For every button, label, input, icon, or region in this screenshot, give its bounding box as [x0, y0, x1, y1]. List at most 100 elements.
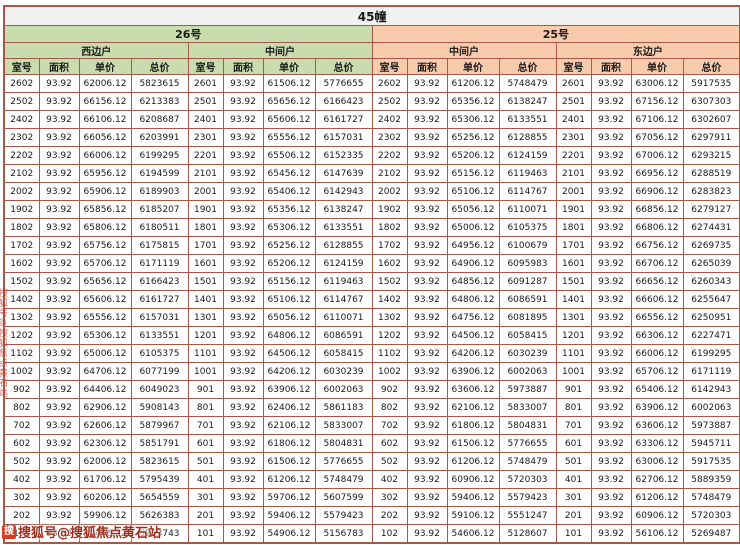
table-cell: 1201 [187, 326, 224, 345]
table-cell: 93.92 [406, 128, 448, 147]
table-row: 102 93.92 55406.12 5203743 101 93.92 54906.12 5… [3, 524, 740, 544]
table-cell: 2101 [187, 164, 224, 183]
table-cell: 65156.12 [446, 164, 500, 183]
table-row: 1402 93.92 65606.12 6161727 1401 93.92 65106.1… [3, 290, 740, 309]
table-cell: 64756.12 [446, 308, 500, 327]
table-cell: 65306.12 [446, 110, 500, 129]
table-cell: 93.92 [38, 290, 80, 309]
table-cell: 5879967 [130, 416, 189, 435]
table-cell: 5917535 [682, 452, 740, 471]
table-cell: 66656.12 [630, 272, 684, 291]
table-cell: 93.92 [222, 146, 264, 165]
column-header: 室号 [371, 58, 408, 75]
table-cell: 66956.12 [630, 164, 684, 183]
table-row: 1602 93.92 65706.12 6171119 1601 93.92 65206.1… [3, 254, 740, 273]
table-cell: 102 [371, 524, 408, 544]
table-cell: 1702 [371, 236, 408, 255]
table-row: 1202 93.92 65306.12 6133551 1201 93.92 64806.1… [3, 326, 740, 345]
table-cell: 93.92 [406, 488, 448, 507]
table-cell: 93.92 [406, 326, 448, 345]
table-cell: 701 [555, 416, 592, 435]
table-cell: 93.92 [590, 92, 632, 111]
table-cell: 93.92 [406, 344, 448, 363]
table-cell: 93.92 [590, 434, 632, 453]
table-cell: 1001 [555, 362, 592, 381]
column-header: 室号 [3, 58, 40, 75]
table-row: 1802 93.92 65806.12 6180511 1801 93.92 65306.1… [3, 218, 740, 237]
table-cell: 1801 [187, 218, 224, 237]
table-cell: 61806.12 [446, 416, 500, 435]
table-cell: 93.92 [590, 200, 632, 219]
table-cell: 93.92 [222, 416, 264, 435]
table-cell: 60906.12 [630, 506, 684, 525]
table-cell: 62306.12 [78, 434, 132, 453]
table-cell: 901 [555, 380, 592, 399]
table-cell: 93.92 [222, 272, 264, 291]
table-cell: 5804831 [314, 434, 373, 453]
table-cell: 2501 [187, 92, 224, 111]
table-cell: 93.92 [222, 236, 264, 255]
table-cell: 65306.12 [78, 326, 132, 345]
table-cell: 61806.12 [262, 434, 316, 453]
table-cell: 64506.12 [262, 344, 316, 363]
table-cell: 101 [187, 524, 224, 544]
table-cell: 1401 [187, 290, 224, 309]
table-cell: 202 [3, 506, 40, 525]
table-cell: 2402 [3, 110, 40, 129]
table-cell: 1702 [3, 236, 40, 255]
table-cell: 5776655 [314, 452, 373, 471]
table-row: 1502 93.92 65656.12 6166423 1501 93.92 65156.1… [3, 272, 740, 291]
table-cell: 93.92 [38, 416, 80, 435]
table-cell: 5973887 [498, 380, 557, 399]
table-cell: 1201 [555, 326, 592, 345]
table-cell: 1001 [187, 362, 224, 381]
table-cell: 93.92 [38, 362, 80, 381]
table-cell: 6138247 [314, 200, 373, 219]
table-row: 902 93.92 64406.12 6049023 901 93.92 63906.12 6… [3, 380, 740, 399]
table-cell: 67106.12 [630, 110, 684, 129]
table-cell: 64906.12 [446, 254, 500, 273]
table-cell: 61206.12 [446, 452, 500, 471]
table-cell: 93.92 [38, 218, 80, 237]
table-cell: 5917535 [682, 74, 740, 93]
table-cell: 6110071 [498, 200, 557, 219]
table-cell: 6133551 [314, 218, 373, 237]
table-cell: 61206.12 [446, 74, 500, 93]
table-cell: 63606.12 [630, 416, 684, 435]
table-cell: 701 [187, 416, 224, 435]
table-cell: 93.92 [38, 326, 80, 345]
table-cell: 2001 [187, 182, 224, 201]
table-cell: 6171119 [130, 254, 189, 273]
table-cell: 2102 [3, 164, 40, 183]
side-watermark: 搜狐号@搜狐焦点黄石站 [0, 288, 7, 398]
table-cell: 5889359 [682, 470, 740, 489]
table-cell: 64206.12 [446, 344, 500, 363]
table-cell: 93.92 [406, 146, 448, 165]
table-cell: 6279127 [682, 200, 740, 219]
table-cell: 93.92 [406, 398, 448, 417]
table-cell: 5823615 [130, 74, 189, 93]
table-cell: 93.92 [406, 218, 448, 237]
table-cell: 6058415 [314, 344, 373, 363]
table-cell: 93.92 [406, 506, 448, 525]
table-cell: 101 [555, 524, 592, 544]
table-cell: 1302 [3, 308, 40, 327]
table-cell: 93.92 [406, 362, 448, 381]
table-cell: 65206.12 [446, 146, 500, 165]
table-cell: 5908143 [130, 398, 189, 417]
bottom-watermark-text: 搜狐号@搜狐焦点黄石站 [18, 526, 162, 541]
table-cell: 6100679 [498, 236, 557, 255]
table-cell: 2301 [187, 128, 224, 147]
table-cell: 64706.12 [78, 362, 132, 381]
table-cell: 1002 [371, 362, 408, 381]
table-cell: 93.92 [222, 128, 264, 147]
column-header: 面积 [406, 58, 448, 75]
group-header-25: 25号 [371, 25, 740, 43]
table-cell: 2602 [3, 74, 40, 93]
bottom-watermark: 搜 搜狐号@搜狐焦点黄石站 [2, 522, 161, 541]
table-cell: 6180511 [130, 218, 189, 237]
table-cell: 66006.12 [630, 344, 684, 363]
table-cell: 2202 [371, 146, 408, 165]
table-row: 2202 93.92 66006.12 6199295 2201 93.92 65506.1… [3, 146, 740, 165]
table-cell: 93.92 [38, 506, 80, 525]
